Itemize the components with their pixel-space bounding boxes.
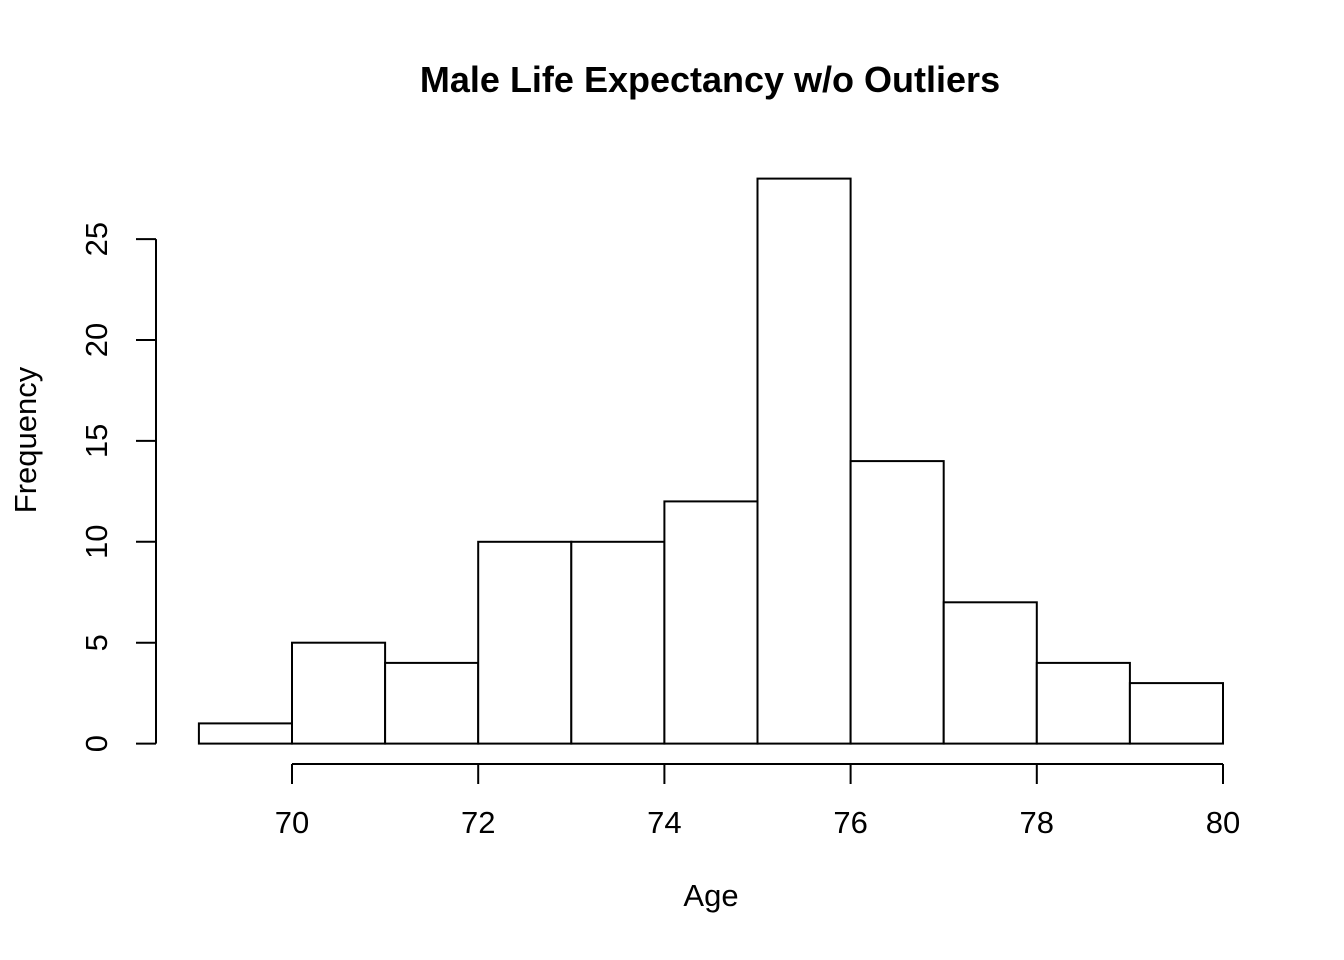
y-tick-label: 20 <box>79 323 114 357</box>
bars-group <box>197 177 1225 745</box>
histogram-bar <box>570 540 666 745</box>
x-tick-label: 72 <box>461 805 495 840</box>
x-tick-label: 76 <box>833 805 867 840</box>
y-tick-label: 0 <box>79 735 114 752</box>
histogram-bar <box>291 641 387 745</box>
histogram-bar <box>384 661 480 745</box>
histogram-bar <box>477 540 573 745</box>
y-tick-label: 25 <box>79 222 114 256</box>
histogram-bar <box>663 500 759 745</box>
histogram-bar <box>756 177 852 745</box>
x-tick-label: 74 <box>647 805 681 840</box>
y-axis: 0 5 10 15 20 25 <box>79 222 157 752</box>
x-tick-label: 70 <box>275 805 309 840</box>
x-tick-label: 80 <box>1206 805 1240 840</box>
x-axis: 70 72 74 76 78 80 <box>275 763 1240 840</box>
histogram-bar <box>1035 661 1131 745</box>
histogram-bar <box>942 601 1038 745</box>
x-tick-label: 78 <box>1020 805 1054 840</box>
y-axis-title: Frequency <box>8 366 43 513</box>
histogram-bar <box>849 460 945 745</box>
histogram-bar <box>1128 682 1225 745</box>
histogram-bar <box>197 722 293 745</box>
chart-title: Male Life Expectancy w/o Outliers <box>420 59 1000 100</box>
y-tick-label: 5 <box>79 634 114 651</box>
y-tick-label: 10 <box>79 525 114 559</box>
x-axis-title: Age <box>683 878 738 913</box>
y-tick-label: 15 <box>79 424 114 458</box>
